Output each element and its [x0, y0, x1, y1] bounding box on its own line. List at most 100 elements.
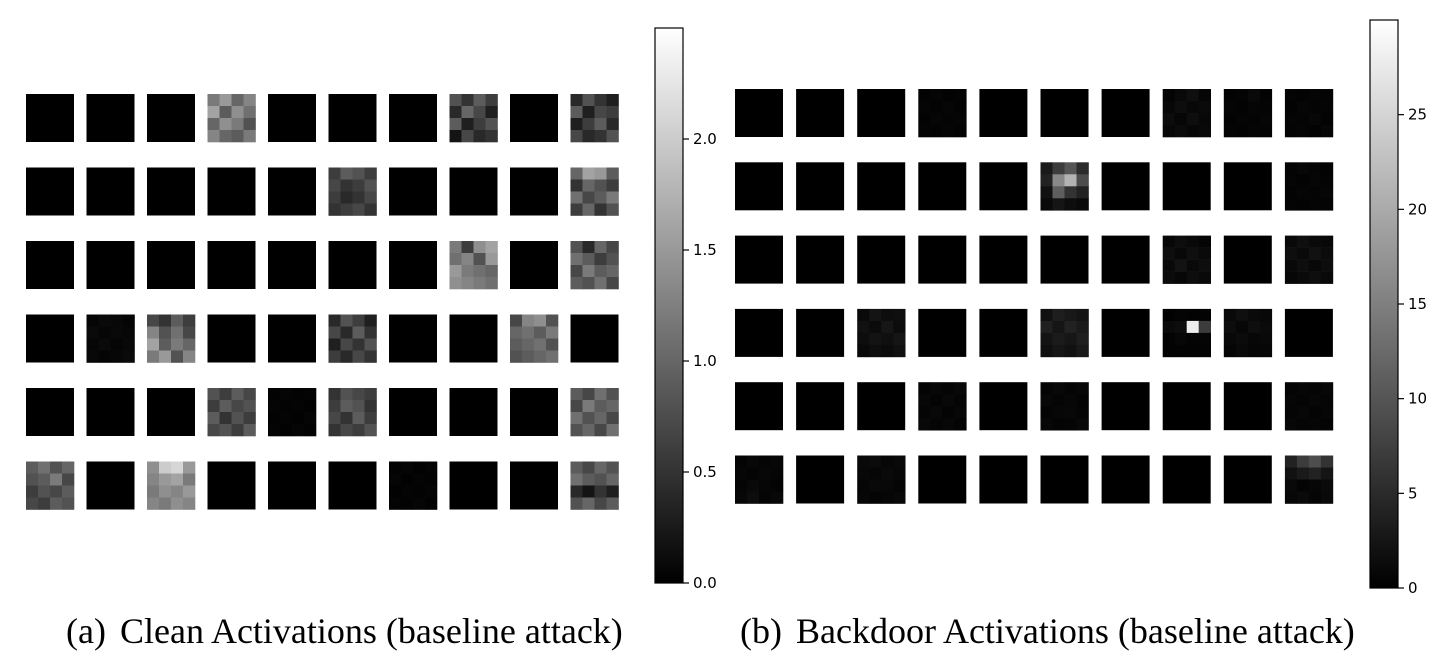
tile-cell-r3-c2-0-2 [171, 314, 184, 327]
tile-cell-r2-c7-1-3 [485, 253, 498, 266]
tile-cell-r3-c2-0-2 [881, 308, 894, 322]
tile-cell-r1-c9-2-0 [570, 191, 583, 204]
tile-cell-r0-c7-2-3 [485, 118, 498, 131]
tile-r0-c7 [449, 94, 498, 143]
tile-cell-r2-c7-2-2 [1186, 259, 1199, 272]
tile-cell-r5-c0-2-3 [771, 479, 784, 492]
tile-cell-r5-c2-3-1 [159, 497, 172, 510]
tile-r0-c8 [1223, 89, 1273, 138]
tile-fill-r1-c1 [796, 162, 845, 211]
tile-cell-r0-c8-3-2 [1247, 125, 1261, 138]
tile-cell-r5-c2-2-2 [881, 479, 894, 492]
tile-cell-r1-c9-2-3 [1320, 186, 1334, 199]
tile-cell-r2-c7-2-0 [1162, 259, 1175, 272]
tile-cell-r0-c3-3-1 [930, 125, 943, 138]
tile-cell-r4-c9-2-0 [1284, 406, 1298, 419]
tile-cell-r2-c7-1-1 [1174, 247, 1187, 260]
tile-cell-r3-c1-3-2 [110, 350, 123, 363]
tile-fill-r5-c4 [268, 461, 316, 510]
tile-cell-r1-c5-1-2 [1064, 174, 1077, 187]
tile-cell-r5-c9-0-0 [570, 461, 583, 474]
tile-cell-r3-c2-0-3 [183, 314, 196, 327]
tile-cell-r4-c9-1-3 [1320, 394, 1334, 407]
tile-r2-c1 [796, 235, 845, 284]
tile-cell-r5-c9-1-2 [1308, 467, 1322, 480]
tile-cell-r1-c9-2-1 [1296, 186, 1310, 199]
tile-cell-r5-c9-1-1 [1296, 467, 1310, 480]
tile-r2-c0 [735, 235, 783, 284]
tile-cell-r1-c9-3-3 [606, 203, 619, 216]
tile-cell-r3-c1-2-3 [122, 338, 135, 351]
tile-fill-r1-c6 [1101, 162, 1150, 211]
tile-cell-r0-c9-1-3 [1320, 101, 1334, 114]
tile-cell-r2-c7-1-1 [461, 253, 474, 266]
tile-fill-r3-c0 [26, 314, 74, 363]
tile-cell-r0-c9-1-0 [570, 106, 583, 119]
tile-cell-r5-c9-2-0 [570, 485, 583, 498]
tile-cell-r4-c3-0-1 [219, 388, 232, 401]
tile-fill-r0-c0 [735, 89, 783, 137]
tile-r3-c9 [570, 314, 619, 363]
tile-r2-c0 [26, 241, 74, 289]
tile-cell-r4-c5-1-1 [340, 400, 353, 413]
tile-cell-r4-c5-1-1 [1052, 394, 1065, 407]
tile-cell-r1-c5-0-0 [328, 167, 341, 180]
tile-cell-r3-c7-1-2 [1186, 320, 1199, 334]
tile-cell-r1-c9-3-2 [594, 203, 607, 216]
tile-fill-r5-c6 [1101, 455, 1150, 504]
tile-grid-clean [26, 94, 619, 510]
tile-cell-r2-c9-3-2 [1308, 271, 1322, 284]
tile-cell-r1-c5-0-2 [1064, 162, 1077, 175]
tile-cell-r3-c8-3-0 [1223, 344, 1237, 358]
tile-cell-r4-c3-1-2 [231, 400, 244, 413]
tile-cell-r3-c8-1-0 [510, 326, 523, 339]
tile-r0-c5 [1040, 89, 1089, 137]
tile-cell-r1-c9-3-2 [1308, 198, 1322, 211]
tile-cell-r3-c5-1-0 [328, 326, 341, 339]
tile-cell-r4-c5-2-3 [364, 412, 377, 425]
tile-cell-r5-c0-0-2 [759, 455, 772, 468]
tile-cell-r4-c3-1-0 [918, 394, 931, 407]
tile-cell-r3-c1-0-1 [98, 314, 111, 327]
tile-cell-r2-c9-2-2 [594, 265, 607, 278]
tile-cell-r4-c4-0-3 [304, 388, 317, 401]
tile-cell-r4-c9-0-3 [606, 388, 619, 401]
tile-cell-r0-c3-3-3 [243, 130, 256, 143]
tile-r0-c3 [207, 94, 256, 143]
tile-cell-r1-c5-3-0 [1040, 198, 1053, 211]
tile-cell-r3-c8-0-0 [1223, 308, 1237, 322]
tile-cell-r3-c5-1-1 [340, 326, 353, 339]
tile-cell-r2-c9-1-2 [1308, 247, 1322, 260]
tile-cell-r4-c5-2-1 [340, 412, 353, 425]
caption-a-label: (a) Clean Activations (baseline attack) [66, 611, 623, 651]
tile-cell-r3-c8-2-2 [1247, 332, 1261, 346]
tile-cell-r5-c0-0-0 [26, 461, 39, 474]
panel-clean-activations: 0.0 0.5 1.0 1.5 2.0 (a) Clean Activations (ba… [26, 27, 717, 651]
tile-fill-r0-c6 [1101, 89, 1150, 137]
tile-cell-r3-c5-2-3 [364, 338, 377, 351]
tile-cell-r1-c5-1-0 [328, 179, 341, 192]
tile-cell-r4-c3-3-3 [954, 418, 967, 431]
tile-fill-r5-c8 [1223, 455, 1272, 504]
tile-cell-r5-c2-1-1 [869, 467, 882, 480]
tile-cell-r1-c5-3-1 [340, 203, 353, 216]
tile-r0-c2 [857, 89, 906, 137]
tile-fill-r0-c5 [1040, 89, 1089, 137]
tile-cell-r0-c3-0-3 [954, 89, 967, 102]
tile-cell-r5-c2-2-1 [159, 485, 172, 498]
tile-cell-r2-c7-0-0 [449, 241, 462, 254]
tile-cell-r3-c5-1-1 [1052, 320, 1065, 334]
tile-r5-c2 [857, 455, 906, 504]
tile-cell-r0-c9-0-2 [594, 94, 607, 107]
tile-cell-r2-c7-3-0 [449, 277, 462, 290]
colorbar-tick-label-2: 10 [1408, 390, 1427, 408]
tile-cell-r3-c2-3-0 [857, 344, 870, 358]
tile-cell-r2-c9-2-3 [606, 265, 619, 278]
tile-cell-r1-c9-2-3 [606, 191, 619, 204]
tile-fill-r1-c7 [449, 167, 498, 216]
tile-cell-r5-c0-1-0 [735, 467, 748, 480]
caption-b-label: (b) Backdoor Activations (baseline attack… [740, 611, 1355, 651]
tile-cell-r5-c0-3-3 [62, 497, 75, 510]
tile-cell-r3-c2-1-0 [147, 326, 160, 339]
tile-cell-r5-c2-1-0 [147, 473, 160, 486]
